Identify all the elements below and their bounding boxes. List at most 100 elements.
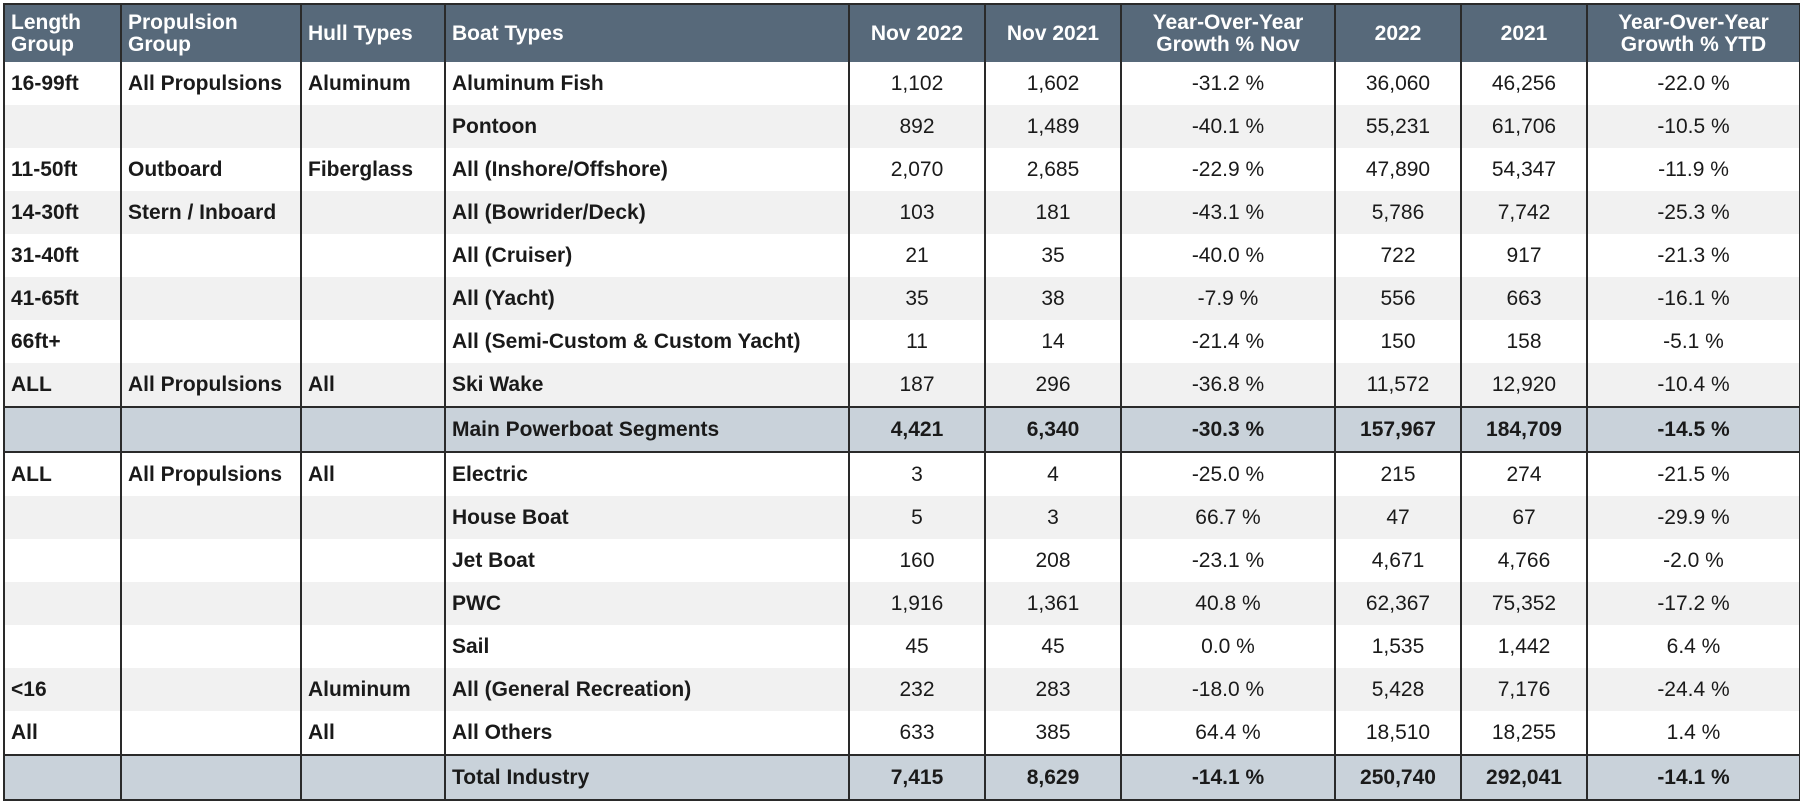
cell-ytd-2021: 158: [1461, 320, 1588, 363]
cell-length-group: 16-99ft: [4, 62, 122, 105]
cell-length-group: ALL: [4, 363, 122, 407]
cell-propulsion-group: All Propulsions: [121, 363, 302, 407]
cell-nov-2022: 633: [849, 711, 986, 755]
cell-hull-type: [301, 496, 446, 539]
cell-nov-2021: 35: [985, 234, 1122, 277]
cell-nov-2022: 4,421: [849, 406, 986, 453]
cell-yoy-growth-ytd: -16.1 %: [1587, 277, 1800, 320]
cell-yoy-growth-nov: -36.8 %: [1121, 363, 1336, 407]
cell-yoy-growth-nov: -21.4 %: [1121, 320, 1336, 363]
cell-nov-2022: 1,916: [849, 582, 986, 625]
cell-ytd-2021: 61,706: [1461, 105, 1588, 148]
cell-length-group: 66ft+: [4, 320, 122, 363]
cell-hull-type: All: [301, 711, 446, 755]
cell-yoy-growth-nov: -30.3 %: [1121, 406, 1336, 453]
column-header-nov-2021: Nov 2021: [985, 4, 1122, 62]
cell-yoy-growth-ytd: -17.2 %: [1587, 582, 1800, 625]
cell-ytd-2021: 7,742: [1461, 191, 1588, 234]
cell-yoy-growth-nov: -18.0 %: [1121, 668, 1336, 711]
cell-hull-type: [301, 320, 446, 363]
cell-propulsion-group: [121, 234, 302, 277]
cell-nov-2021: 45: [985, 625, 1122, 668]
cell-propulsion-group: All Propulsions: [121, 452, 302, 496]
cell-length-group: 41-65ft: [4, 277, 122, 320]
cell-ytd-2022: 556: [1335, 277, 1462, 320]
table-row: Pontoon 892 1,489 -40.1 % 55,231 61,706 -10.5 …: [4, 105, 1800, 148]
table-row: 11-50ft Outboard Fiberglass All (Inshore/Of…: [4, 148, 1800, 191]
cell-hull-type: [301, 625, 446, 668]
cell-nov-2022: 892: [849, 105, 986, 148]
cell-yoy-growth-nov: -7.9 %: [1121, 277, 1336, 320]
cell-nov-2022: 187: [849, 363, 986, 407]
table-row: 14-30ft Stern / Inboard All (Bowrider/Deck…: [4, 191, 1800, 234]
cell-ytd-2022: 47: [1335, 496, 1462, 539]
cell-ytd-2021: 12,920: [1461, 363, 1588, 407]
cell-nov-2021: 14: [985, 320, 1122, 363]
cell-yoy-growth-ytd: -29.9 %: [1587, 496, 1800, 539]
cell-length-group: <16: [4, 668, 122, 711]
cell-nov-2021: 38: [985, 277, 1122, 320]
cell-length-group: [4, 406, 122, 453]
cell-propulsion-group: Outboard: [121, 148, 302, 191]
cell-hull-type: Aluminum: [301, 668, 446, 711]
cell-ytd-2022: 4,671: [1335, 539, 1462, 582]
cell-yoy-growth-nov: -25.0 %: [1121, 452, 1336, 496]
cell-ytd-2021: 1,442: [1461, 625, 1588, 668]
cell-yoy-growth-ytd: -10.4 %: [1587, 363, 1800, 407]
cell-nov-2022: 7,415: [849, 754, 986, 801]
cell-nov-2022: 232: [849, 668, 986, 711]
cell-hull-type: [301, 406, 446, 453]
cell-yoy-growth-nov: -14.1 %: [1121, 754, 1336, 801]
cell-ytd-2021: 663: [1461, 277, 1588, 320]
cell-hull-type: [301, 754, 446, 801]
cell-length-group: [4, 625, 122, 668]
cell-ytd-2022: 157,967: [1335, 406, 1462, 453]
column-header-2021: 2021: [1461, 4, 1588, 62]
cell-ytd-2022: 722: [1335, 234, 1462, 277]
cell-yoy-growth-ytd: -21.5 %: [1587, 452, 1800, 496]
cell-length-group: [4, 539, 122, 582]
cell-ytd-2021: 67: [1461, 496, 1588, 539]
cell-yoy-growth-ytd: 1.4 %: [1587, 711, 1800, 755]
table-row: PWC 1,916 1,361 40.8 % 62,367 75,352 -17.2 %: [4, 582, 1800, 625]
cell-boat-type: PWC: [445, 582, 850, 625]
cell-propulsion-group: [121, 754, 302, 801]
cell-boat-type: Main Powerboat Segments: [445, 406, 850, 453]
cell-boat-type: House Boat: [445, 496, 850, 539]
column-header-2022: 2022: [1335, 4, 1462, 62]
table-row: Sail 45 45 0.0 % 1,535 1,442 6.4 %: [4, 625, 1800, 668]
cell-yoy-growth-ytd: -14.1 %: [1587, 754, 1800, 801]
cell-hull-type: Aluminum: [301, 62, 446, 105]
cell-ytd-2021: 184,709: [1461, 406, 1588, 453]
cell-nov-2022: 1,102: [849, 62, 986, 105]
cell-hull-type: [301, 539, 446, 582]
table-row: <16 Aluminum All (General Recreation) 232 28…: [4, 668, 1800, 711]
cell-length-group: 14-30ft: [4, 191, 122, 234]
cell-nov-2022: 103: [849, 191, 986, 234]
boat-registrations-table: Length Group Propulsion Group Hull Types…: [3, 3, 1800, 801]
cell-nov-2022: 35: [849, 277, 986, 320]
cell-nov-2022: 5: [849, 496, 986, 539]
cell-hull-type: All: [301, 363, 446, 407]
cell-yoy-growth-ytd: 6.4 %: [1587, 625, 1800, 668]
cell-yoy-growth-ytd: -10.5 %: [1587, 105, 1800, 148]
cell-boat-type: All Others: [445, 711, 850, 755]
subtotal-row: Total Industry 7,415 8,629 -14.1 % 250,740 29…: [4, 754, 1800, 801]
cell-nov-2022: 21: [849, 234, 986, 277]
cell-boat-type: All (Cruiser): [445, 234, 850, 277]
cell-ytd-2021: 917: [1461, 234, 1588, 277]
cell-hull-type: [301, 105, 446, 148]
cell-nov-2021: 3: [985, 496, 1122, 539]
cell-yoy-growth-nov: 66.7 %: [1121, 496, 1336, 539]
cell-yoy-growth-nov: -43.1 %: [1121, 191, 1336, 234]
cell-hull-type: [301, 582, 446, 625]
column-header-length-group: Length Group: [4, 4, 122, 62]
cell-ytd-2022: 18,510: [1335, 711, 1462, 755]
cell-yoy-growth-nov: -22.9 %: [1121, 148, 1336, 191]
cell-boat-type: Electric: [445, 452, 850, 496]
cell-ytd-2022: 55,231: [1335, 105, 1462, 148]
table-row: 31-40ft All (Cruiser) 21 35 -40.0 % 722 917 -21…: [4, 234, 1800, 277]
cell-propulsion-group: [121, 582, 302, 625]
cell-hull-type: [301, 191, 446, 234]
cell-nov-2021: 4: [985, 452, 1122, 496]
